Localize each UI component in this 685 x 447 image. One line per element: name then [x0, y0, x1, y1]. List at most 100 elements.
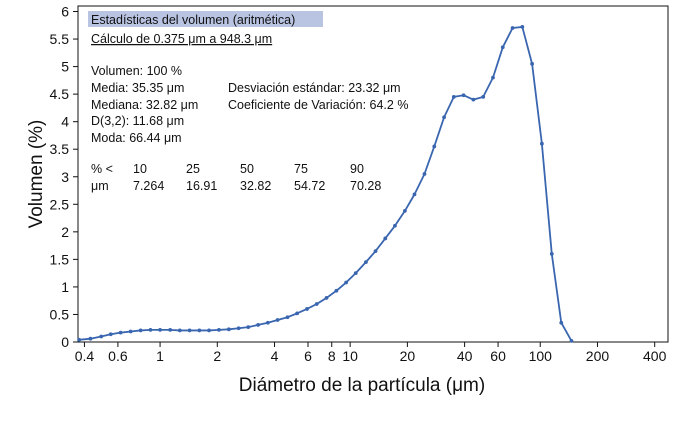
data-point	[324, 296, 329, 300]
data-point	[305, 307, 309, 311]
x-tick-label: 4	[271, 348, 279, 364]
y-tick-label: 5	[61, 59, 69, 75]
x-tick-label: 40	[457, 348, 473, 364]
data-point	[500, 45, 505, 50]
data-point	[217, 327, 221, 332]
data-point	[363, 260, 368, 265]
data-point	[383, 236, 388, 241]
x-tick-label: 100	[529, 348, 553, 364]
data-point	[138, 328, 143, 333]
data-point	[549, 251, 554, 256]
data-point	[510, 26, 515, 30]
stats-title: Estadísticas del volumen (aritmética)	[91, 13, 295, 27]
y-tick-label: 3.5	[50, 141, 70, 157]
percentile-10: 10	[133, 162, 147, 176]
data-point	[412, 192, 417, 197]
data-point	[295, 311, 300, 316]
data-point	[197, 328, 202, 333]
x-tick-label: 0.6	[108, 348, 128, 364]
y-tick-label: 1	[61, 279, 69, 295]
x-tick-label: 2	[213, 348, 221, 364]
x-tick-label: 10	[342, 348, 358, 364]
data-point	[99, 334, 104, 339]
x-tick-label: 400	[643, 348, 667, 364]
series-layer	[77, 25, 574, 343]
data-point	[344, 280, 349, 285]
stat-d32: D(3,2): 11.68 μm	[91, 114, 184, 128]
data-point	[128, 329, 133, 334]
stat-media: Media: 35.35 μm	[91, 81, 184, 95]
data-point	[187, 328, 192, 333]
x-tick-label: 0.4	[75, 348, 95, 364]
percentile-50: 50	[240, 162, 254, 176]
data-point	[569, 338, 574, 343]
plot-area-frame	[77, 5, 669, 343]
size-10: 7.264	[133, 179, 164, 193]
stats-title-highlight	[88, 11, 323, 27]
x-tick-label: 1	[156, 348, 164, 364]
stat-desviacion: Desviación estándar: 23.32 μm	[228, 81, 401, 95]
data-point	[177, 328, 182, 333]
data-point	[236, 326, 241, 331]
y-tick-label: 5.5	[50, 31, 70, 47]
y-axis-ticks: 0 0.5 1 1.5 2 2.5 3 3.5 4 4.5 5 5.5 6	[50, 4, 78, 350]
y-tick-label: 1.5	[50, 251, 70, 267]
data-point	[402, 209, 407, 213]
size-header: μm	[91, 179, 109, 193]
data-point	[285, 315, 290, 320]
x-tick-label: 200	[586, 348, 610, 364]
data-point	[207, 328, 211, 333]
data-point	[77, 337, 82, 342]
y-tick-label: 2	[61, 224, 69, 240]
data-point	[461, 93, 466, 98]
data-point	[88, 336, 93, 341]
percentile-75: 75	[294, 162, 308, 176]
y-tick-label: 4	[61, 114, 69, 130]
size-50: 32.82	[240, 179, 271, 193]
x-tick-label: 60	[490, 348, 506, 364]
percentile-25: 25	[186, 162, 200, 176]
data-point	[108, 332, 113, 337]
stat-mediana: Mediana: 32.82 μm	[91, 98, 198, 112]
data-point	[246, 325, 251, 330]
data-point	[226, 327, 231, 332]
y-tick-label: 2.5	[50, 196, 70, 212]
x-tick-label: 8	[328, 348, 336, 364]
x-axis-ticks: 0.4 0.6 1 2 4 6 8 10 20 40 60 100 200 400	[75, 342, 667, 364]
data-point	[432, 144, 437, 149]
data-point	[158, 327, 162, 332]
data-point	[451, 94, 456, 99]
data-point	[373, 249, 378, 254]
data-point	[275, 318, 280, 322]
y-tick-label: 0.5	[50, 306, 70, 322]
data-point	[491, 75, 495, 80]
percentile-90: 90	[350, 162, 364, 176]
y-tick-label: 4.5	[50, 86, 70, 102]
size-90: 70.28	[350, 179, 381, 193]
stats-subtitle: Cálculo de 0.375 μm a 948.3 μm	[91, 32, 272, 46]
data-point	[265, 320, 270, 325]
stat-moda: Moda: 66.44 μm	[91, 131, 182, 145]
stat-coeficiente: Coeficiente de Variación: 64.2 %	[228, 98, 408, 112]
data-point	[471, 97, 476, 102]
data-point	[530, 61, 534, 66]
data-point	[314, 302, 319, 306]
data-point	[481, 94, 486, 99]
percentile-header: % <	[91, 162, 113, 176]
data-point	[539, 141, 544, 146]
y-tick-label: 6	[61, 4, 69, 20]
stat-volumen: Volumen: 100 %	[91, 64, 182, 78]
data-point	[118, 330, 123, 335]
data-point	[334, 288, 339, 293]
data-point	[422, 172, 427, 176]
size-75: 54.72	[294, 179, 325, 193]
x-tick-label: 6	[304, 348, 312, 364]
y-axis-label: Volumen (%)	[26, 120, 47, 229]
data-point	[393, 223, 397, 228]
x-tick-label: 20	[400, 348, 416, 364]
data-point	[353, 271, 358, 276]
data-point	[168, 327, 173, 332]
x-axis-label: Diámetro de la partícula (μm)	[239, 375, 485, 396]
data-point	[442, 115, 446, 120]
